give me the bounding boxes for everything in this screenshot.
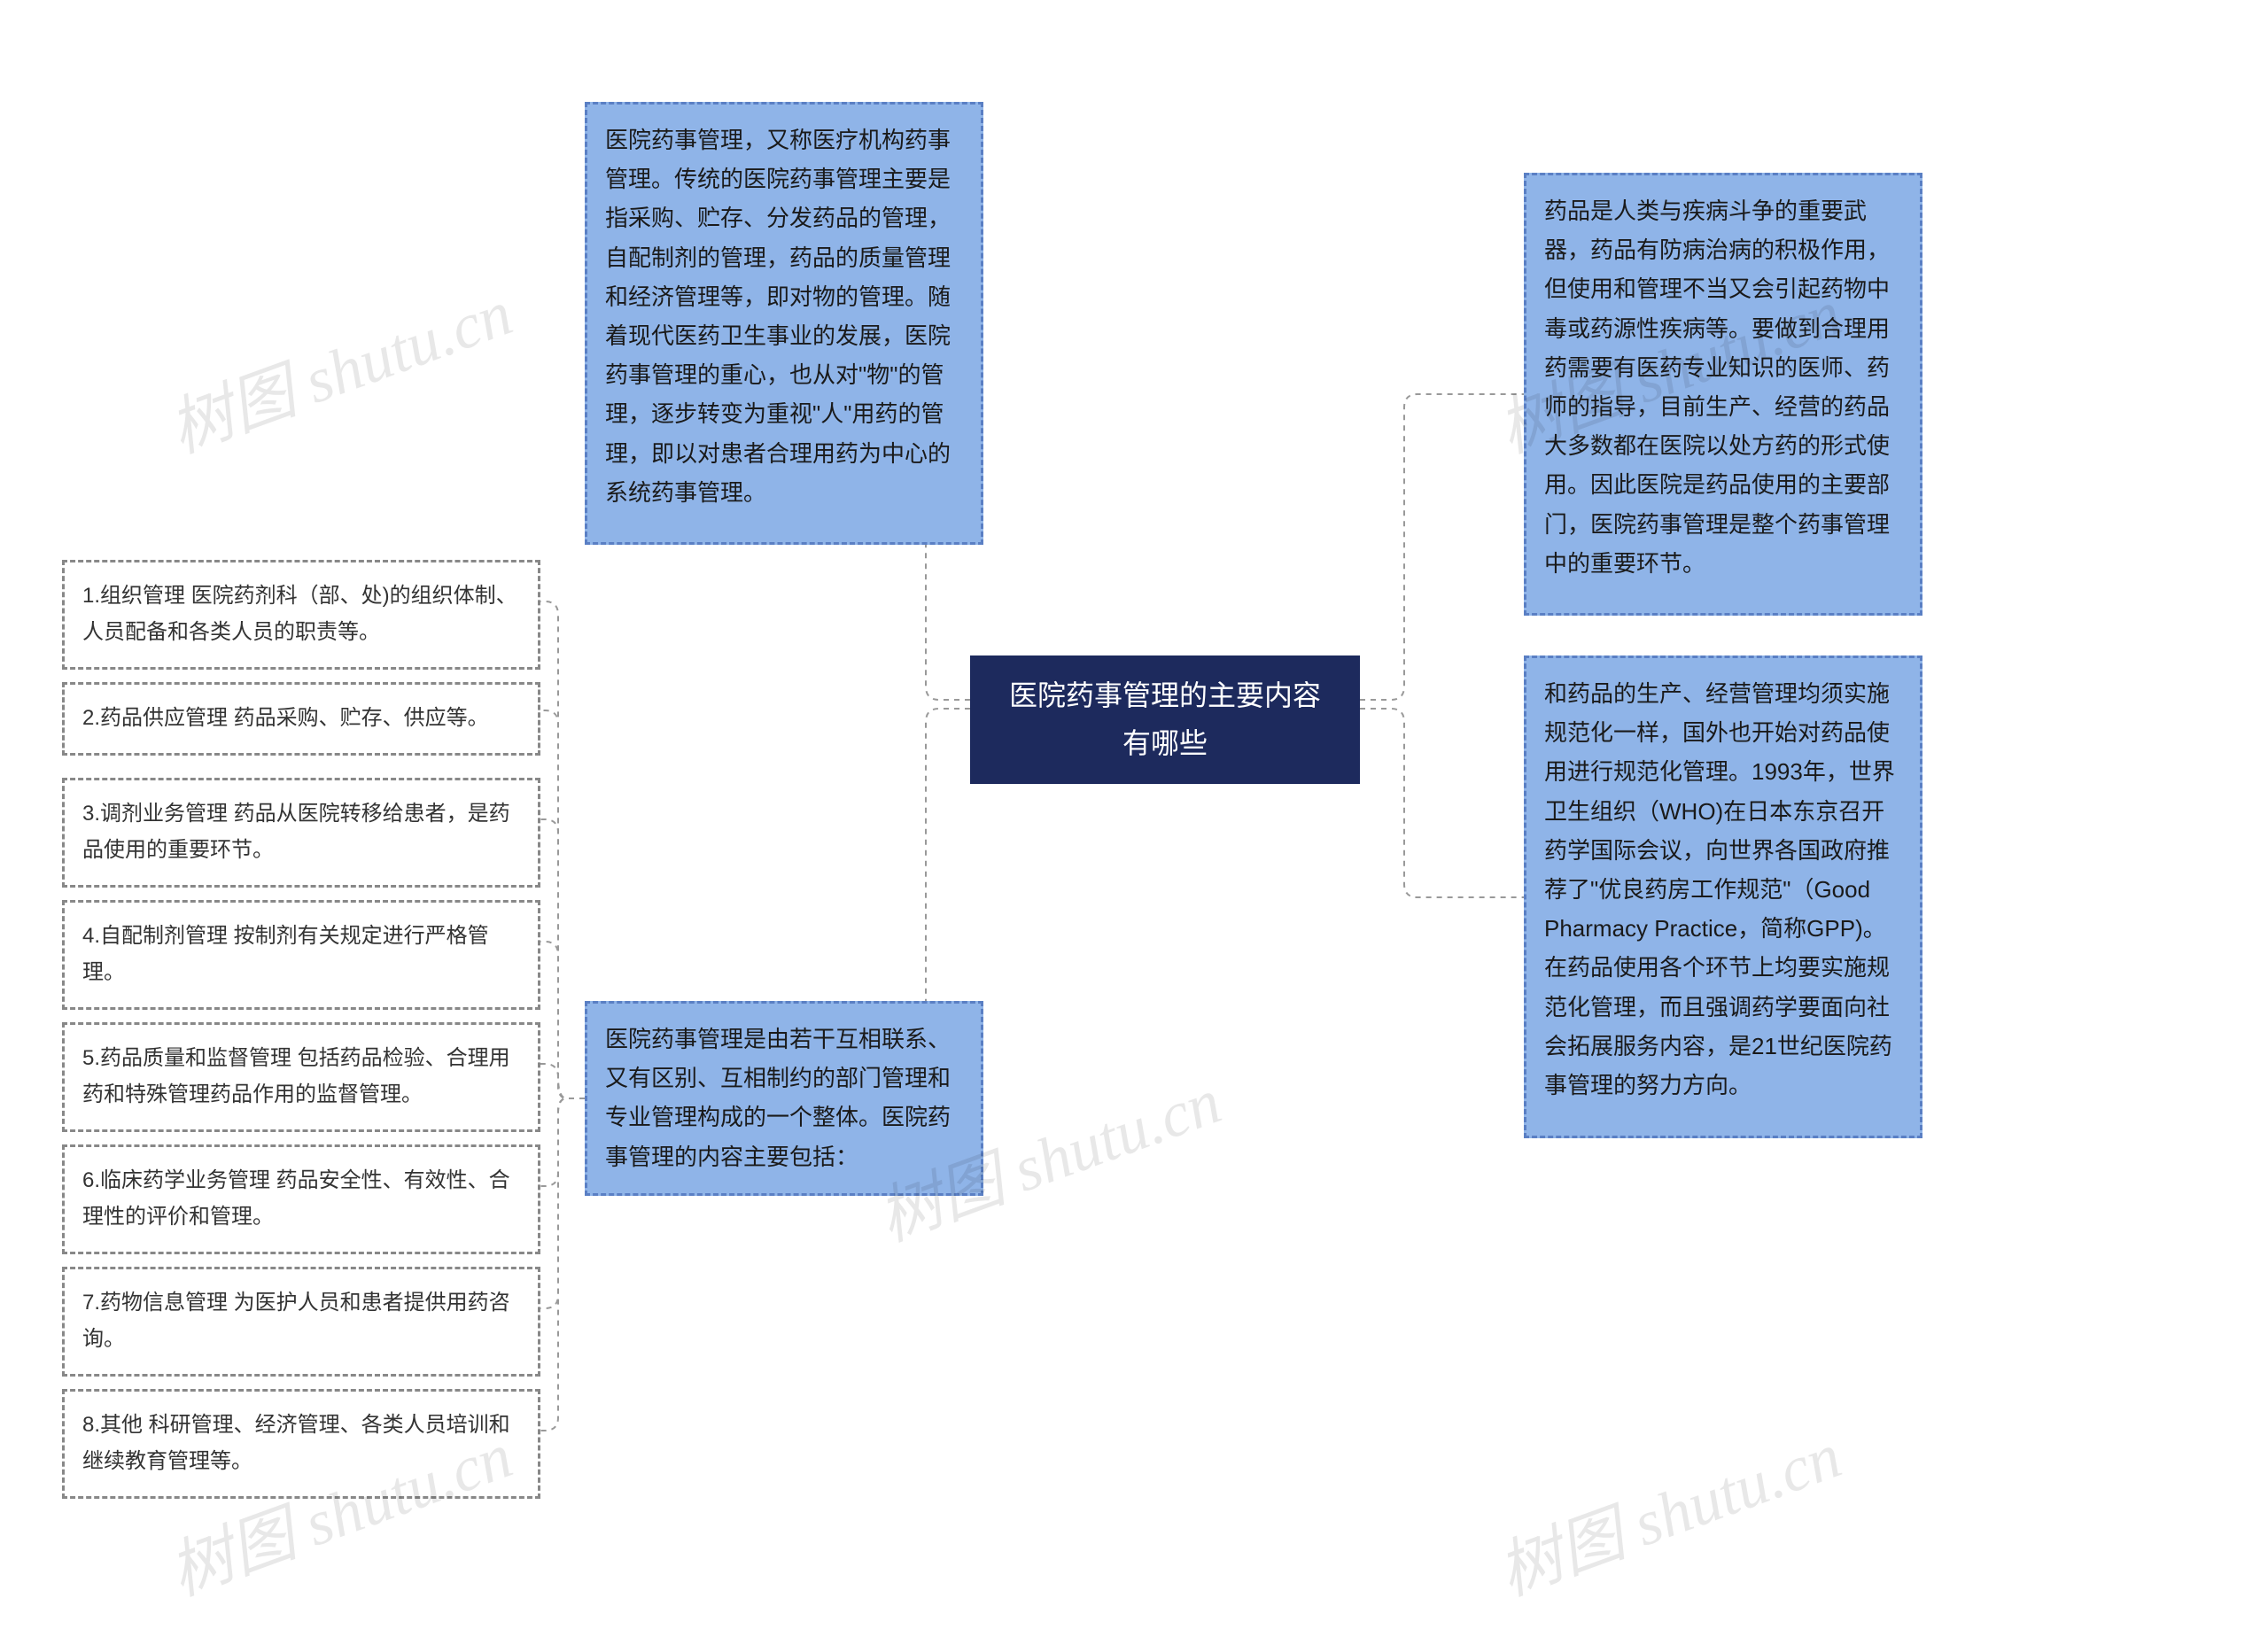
- grey-node-2: 2.药品供应管理 药品采购、贮存、供应等。: [62, 682, 540, 756]
- grey-node-5: 5.药品质量和监督管理 包括药品检验、合理用药和特殊管理药品作用的监督管理。: [62, 1022, 540, 1132]
- grey-node-6: 6.临床药学业务管理 药品安全性、有效性、合理性的评价和管理。: [62, 1144, 540, 1254]
- watermark-4: 树图 shutu.cn: [1483, 1403, 1852, 1613]
- connector-2: [1360, 394, 1524, 700]
- center-node: 医院药事管理的主要内容 有哪些: [970, 655, 1360, 784]
- connector-10: [540, 1098, 585, 1308]
- center-title-line2: 有哪些: [988, 719, 1342, 767]
- center-title-line1: 医院药事管理的主要内容: [988, 671, 1342, 719]
- connector-6: [540, 819, 585, 1098]
- grey-node-7: 7.药物信息管理 为医护人员和患者提供用药咨询。: [62, 1267, 540, 1377]
- connector-5: [540, 710, 585, 1098]
- connector-7: [540, 942, 585, 1098]
- connector-3: [1360, 709, 1524, 897]
- connector-9: [540, 1098, 585, 1186]
- blue-node-top-right: 药品是人类与疾病斗争的重要武器，药品有防病治病的积极作用，但使用和管理不当又会引…: [1524, 173, 1922, 616]
- connector-11: [540, 1098, 585, 1431]
- connector-4: [540, 601, 585, 1098]
- grey-node-4: 4.自配制剂管理 按制剂有关规定进行严格管理。: [62, 900, 540, 1010]
- watermark-0: 树图 shutu.cn: [154, 260, 523, 470]
- blue-node-bottom-left: 医院药事管理是由若干互相联系、又有区别、互相制约的部门管理和专业管理构成的一个整…: [585, 1001, 983, 1196]
- blue-node-bottom-right: 和药品的生产、经营管理均须实施规范化一样，国外也开始对药品使用进行规范化管理。1…: [1524, 655, 1922, 1138]
- grey-node-8: 8.其他 科研管理、经济管理、各类人员培训和继续教育管理等。: [62, 1389, 540, 1499]
- grey-node-1: 1.组织管理 医院药剂科（部、处)的组织体制、人员配备和各类人员的职责等。: [62, 560, 540, 670]
- grey-node-3: 3.调剂业务管理 药品从医院转移给患者，是药品使用的重要环节。: [62, 778, 540, 888]
- connector-8: [540, 1064, 585, 1098]
- blue-node-top-left: 医院药事管理，又称医疗机构药事管理。传统的医院药事管理主要是指采购、贮存、分发药…: [585, 102, 983, 545]
